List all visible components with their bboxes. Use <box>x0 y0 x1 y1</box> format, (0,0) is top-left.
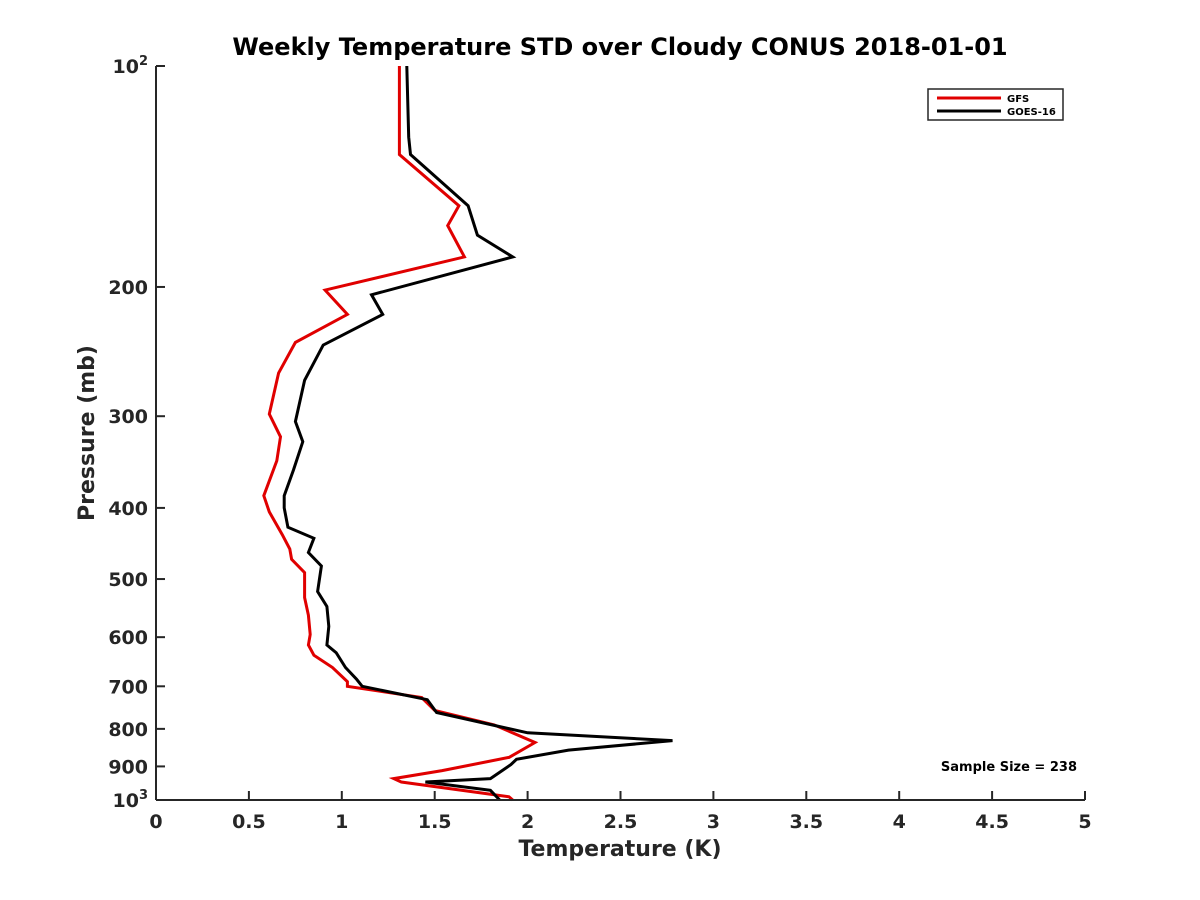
x-tick-label: 1 <box>335 811 348 833</box>
y-tick-label: 400 <box>108 498 148 520</box>
legend-label: GFS <box>1007 94 1029 105</box>
x-tick-label: 5 <box>1078 811 1091 833</box>
y-tick-label: 700 <box>108 676 148 698</box>
y-axis-title: Pressure (mb) <box>75 345 100 521</box>
x-tick-label: 4 <box>893 811 906 833</box>
y-tick-label: 500 <box>108 569 148 591</box>
x-tick-label: 2 <box>521 811 534 833</box>
sample-size-annotation: Sample Size = 238 <box>941 760 1077 775</box>
y-tick-label: 900 <box>108 756 148 778</box>
x-tick-label: 1.5 <box>418 811 452 833</box>
x-tick-label: 2.5 <box>604 811 638 833</box>
y-tick-exponent: 2 <box>139 54 148 69</box>
x-tick-label: 3.5 <box>789 811 823 833</box>
y-tick-label: 300 <box>108 406 148 428</box>
legend: GFS GOES-16 <box>927 88 1064 121</box>
legend-box <box>927 88 1064 121</box>
series-layer <box>262 65 673 802</box>
y-tick-label: 103 <box>113 788 149 812</box>
y-tick-label: 200 <box>108 277 148 299</box>
x-tick-label: 0 <box>149 811 162 833</box>
series-line-goes-16 <box>282 65 673 802</box>
series-line-gfs <box>262 66 539 802</box>
x-tick-label: 4.5 <box>975 811 1009 833</box>
chart-title: Weekly Temperature STD over Cloudy CONUS… <box>232 33 1007 61</box>
legend-items: GFS GOES-16 <box>937 94 1056 118</box>
x-tick-label: 0.5 <box>232 811 266 833</box>
y-tick-exponent: 3 <box>139 788 148 803</box>
x-axis-title: Temperature (K) <box>518 837 721 862</box>
y-tick-label: 800 <box>108 719 148 741</box>
x-ticks: 0 0.5 1 1.5 2 2.5 3 3.5 4 4.5 5 <box>149 791 1092 833</box>
legend-label: GOES-16 <box>1007 107 1056 118</box>
x-tick-label: 3 <box>707 811 720 833</box>
y-tick-label: 600 <box>108 627 148 649</box>
